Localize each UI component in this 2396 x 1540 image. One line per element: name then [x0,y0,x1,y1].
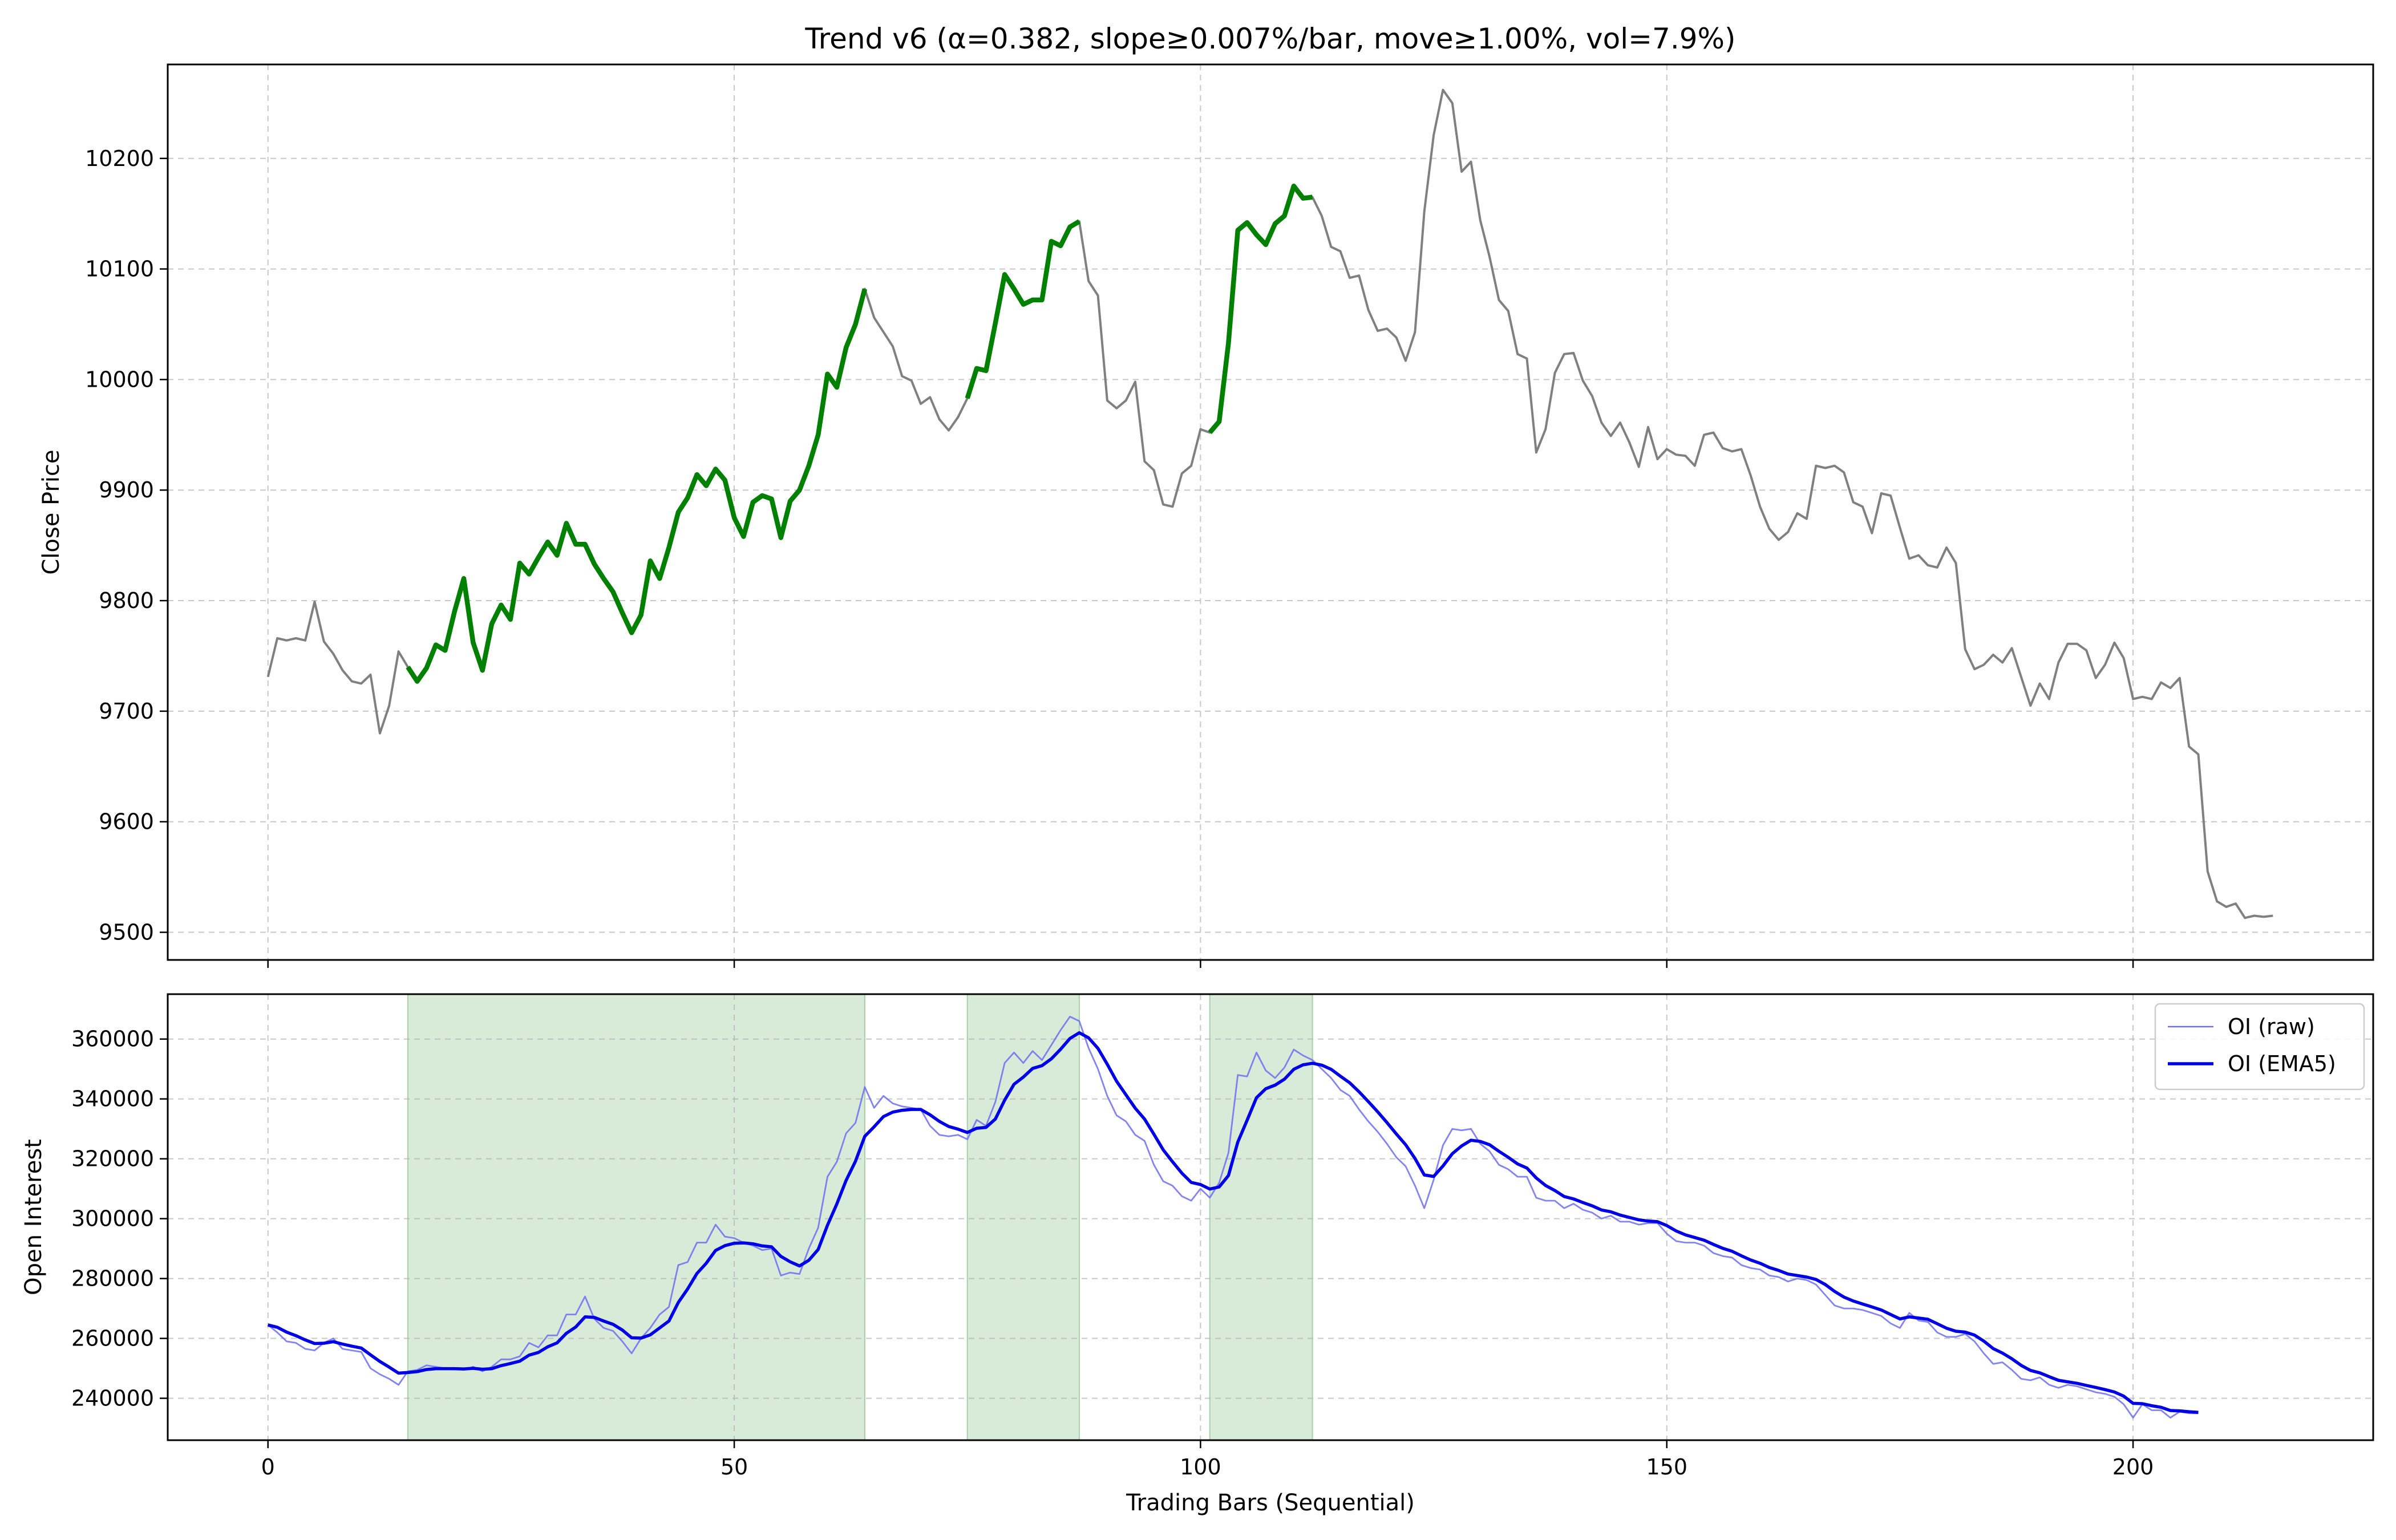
oi-ema-line [268,1031,2199,1414]
oi-y-tick-label: 260000 [71,1326,154,1351]
price-trend-segment [965,219,1081,399]
oi-trend-span [966,994,1080,1441]
price-y-tick-label: 9700 [99,699,154,724]
oi-y-tick-label: 240000 [71,1386,154,1411]
price-y-axis-label: Close Price [38,449,64,574]
price-trend-segment [1208,183,1313,435]
oi-panel: 0 50 100 150 200 240000 260000 280000 300000 3200… [21,993,2374,1516]
oi-y-tick-label: 280000 [71,1266,154,1291]
price-ticks: 9500 9600 9700 9800 9900 10000 10100 10200 [85,146,2134,968]
legend-box [2154,1003,2365,1091]
price-y-tick-label: 9800 [99,588,154,613]
price-y-tick-label: 10000 [85,367,154,392]
oi-x-tick-label: 100 [1180,1454,1221,1480]
price-y-tick-label: 10200 [85,146,154,171]
price-y-tick-label: 9500 [99,920,154,945]
price-y-tick-label: 9900 [99,477,154,502]
oi-x-tick-label: 50 [721,1454,748,1480]
oi-y-tick-label: 340000 [71,1087,154,1112]
legend-label-raw: OI (raw) [2228,1014,2315,1039]
oi-trend-span [407,994,865,1441]
price-lines [266,88,2273,919]
oi-axes-frame [167,993,2374,1441]
oi-ticks: 0 50 100 150 200 240000 260000 280000 300000 3200… [71,1027,2154,1480]
oi-x-tick-label: 150 [1646,1454,1687,1480]
chart-title: Trend v6 (α=0.382, slope≥0.007%/bar, mov… [804,22,1735,55]
oi-y-tick-label: 300000 [71,1206,154,1231]
oi-x-tick-label: 200 [2112,1454,2154,1480]
oi-grid [168,994,2373,1440]
legend-label-ema: OI (EMA5) [2228,1051,2336,1076]
price-y-tick-label: 10100 [85,257,154,282]
legend: OI (raw) OI (EMA5) [2154,1003,2365,1091]
price-y-tick-label: 9600 [99,809,154,834]
x-axis-label: Trading Bars (Sequential) [1126,1490,1415,1516]
price-panel: 9500 9600 9700 9800 9900 10000 10100 10200 Clos… [38,63,2374,968]
price-trend-segment [406,288,868,684]
price-grid [168,64,2373,960]
oi-y-axis-label: Open Interest [21,1139,47,1295]
oi-lines [267,1016,2199,1419]
oi-y-tick-label: 360000 [71,1027,154,1052]
price-axes-frame [167,63,2374,961]
oi-raw-line [267,1016,2199,1419]
oi-x-tick-label: 0 [261,1454,275,1480]
oi-y-tick-label: 320000 [71,1146,154,1172]
